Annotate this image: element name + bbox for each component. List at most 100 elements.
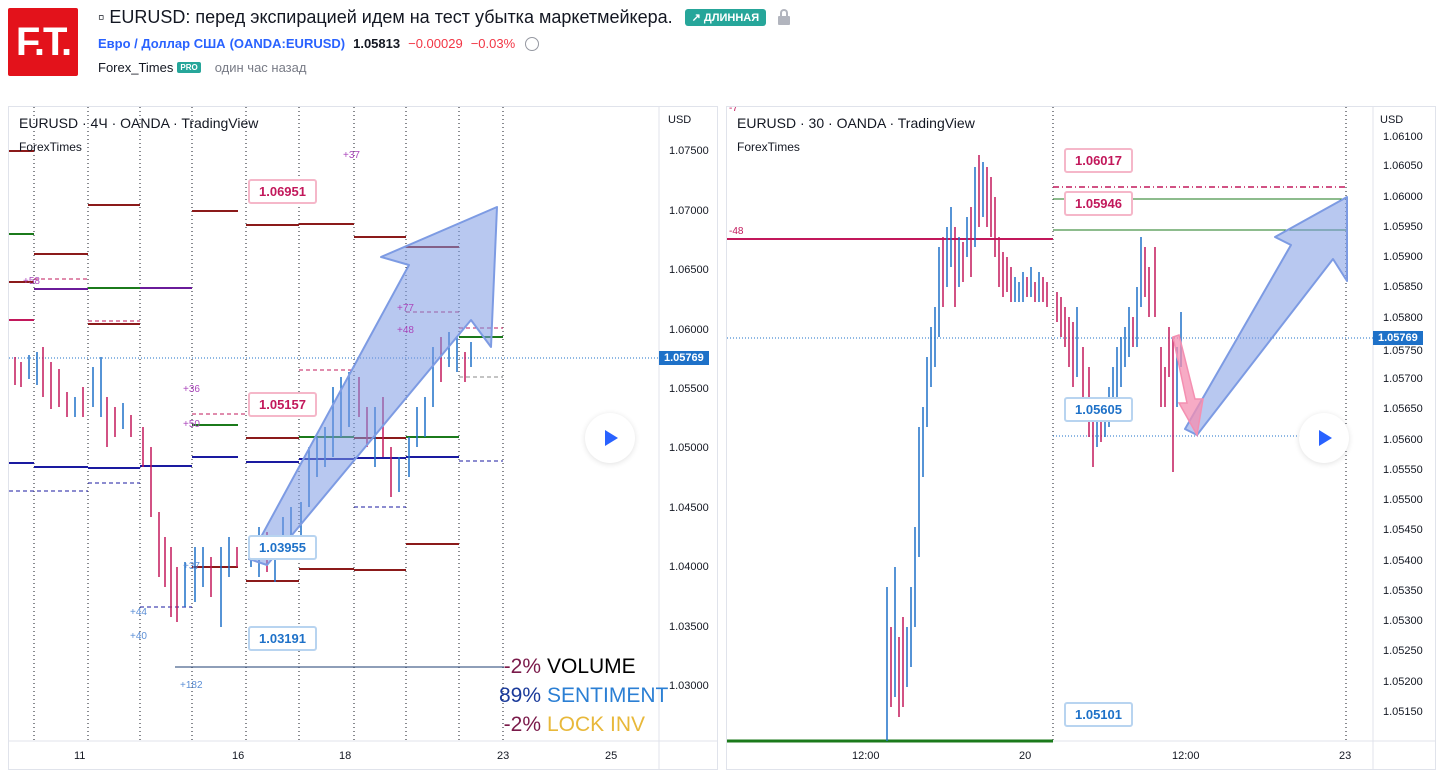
price-tick: 1.05000	[669, 442, 709, 454]
time-tick: 12:00	[1172, 750, 1200, 762]
price-callout: 1.05605	[1064, 397, 1133, 422]
level-label: +37	[183, 561, 200, 572]
price-tick: 1.05150	[1383, 706, 1423, 718]
sentiment-row: 89% SENTIMENT	[469, 681, 669, 710]
right-candles	[886, 155, 1182, 741]
price-tick: 1.03500	[669, 621, 709, 633]
price-tick: 1.05200	[1383, 676, 1423, 688]
symbol-code-link[interactable]: (OANDA:EURUSD)	[229, 36, 346, 51]
level-label: +182	[180, 680, 203, 691]
bearish-arrow-shape	[1172, 334, 1204, 438]
stats-overlay: -2% VOLUME 89% SENTIMENT -2% LOCK INV	[469, 652, 669, 739]
volume-row: -2% VOLUME	[469, 652, 669, 681]
symbol-name-link[interactable]: Евро / Доллар США	[98, 36, 226, 51]
level-label: +44	[130, 607, 147, 618]
time-tick: 11	[74, 750, 86, 762]
left-chart-legend: EURUSD · 4Ч · OANDA · TradingView	[19, 115, 259, 131]
price-callout: 1.06017	[1064, 148, 1133, 173]
price-tick: 1.05700	[1383, 373, 1423, 385]
idea-title-row: ▫ EURUSD: перед экспирацией идем на тест…	[98, 7, 791, 28]
symbol-row: Евро / Доллар США (OANDA:EURUSD) 1.05813…	[98, 36, 540, 51]
sentiment-pct: 89%	[498, 684, 541, 707]
price-tick: 1.05400	[1383, 555, 1423, 567]
level-segments	[9, 150, 503, 582]
play-button[interactable]	[585, 413, 635, 463]
volume-label: VOLUME	[547, 655, 636, 678]
left-chart-svg[interactable]	[9, 107, 718, 770]
price-tick: 1.04000	[669, 561, 709, 573]
left-chart-watermark: ForexTimes	[19, 140, 82, 154]
symbol-price: 1.05813	[353, 36, 401, 51]
price-tick: 1.06500	[669, 264, 709, 276]
price-tick: 1.06050	[1383, 160, 1423, 172]
right-chart-panel[interactable]: EURUSD · 30 · OANDA · TradingView ForexT…	[726, 106, 1436, 770]
price-callout: 1.03191	[248, 626, 317, 651]
price-tick: 1.06100	[1383, 131, 1423, 143]
level-label: +58	[23, 276, 40, 287]
price-callout: 1.05101	[1064, 702, 1133, 727]
volume-pct: -2%	[503, 655, 541, 678]
left-chart-panel[interactable]: EURUSD · 4Ч · OANDA · TradingView ForexT…	[8, 106, 718, 770]
lock-inv-pct: -2%	[503, 713, 541, 736]
price-tick: 1.05450	[1383, 524, 1423, 536]
price-tick: 1.05600	[1383, 434, 1423, 446]
price-tick: 1.05750	[1383, 345, 1423, 357]
price-tick: 1.05350	[1383, 585, 1423, 597]
ft-logo[interactable]: F.T.	[8, 8, 78, 76]
price-tick: 1.05950	[1383, 221, 1423, 233]
time-tick: 23	[1339, 750, 1352, 762]
price-tick: 1.05900	[1383, 251, 1423, 263]
time-tick: 16	[232, 750, 245, 762]
level-label: +37	[343, 150, 360, 161]
session-separators	[1052, 107, 1347, 741]
time-tick: 25	[605, 750, 618, 762]
sentiment-label: SENTIMENT	[547, 684, 669, 707]
symbol-change: −0.00029	[408, 36, 463, 51]
price-tick: 1.05800	[1383, 312, 1423, 324]
right-chart-watermark: ForexTimes	[737, 140, 800, 154]
price-callout: 1.05946	[1064, 191, 1133, 216]
price-tick: 1.05500	[1383, 494, 1423, 506]
price-callout: 1.06951	[248, 179, 317, 204]
price-tick: 1.03000	[669, 680, 709, 692]
right-price-axis[interactable]: 1.06100 1.06050 1.06000 1.05950 1.05900 …	[1373, 107, 1435, 741]
alarm-clock-icon[interactable]	[525, 36, 540, 51]
price-tick: 1.05300	[1383, 615, 1423, 627]
idea-title: ▫ EURUSD: перед экспирацией идем на тест…	[98, 7, 673, 27]
lock-icon	[778, 9, 791, 25]
level-label: -7	[729, 106, 738, 114]
left-price-axis[interactable]: 1.07500 1.07000 1.06500 1.06000 1.05500 …	[659, 107, 717, 741]
level-label: +48	[397, 325, 414, 336]
time-tick: 18	[339, 750, 352, 762]
price-tick: 1.05850	[1383, 281, 1423, 293]
current-price-tag: 1.05769	[1373, 331, 1423, 345]
price-tick: 1.07000	[669, 205, 709, 217]
price-tick: 1.06000	[1383, 191, 1423, 203]
author-row: Forex_Times PRO один час назад	[98, 60, 306, 75]
symbol-change-pct: −0.03%	[470, 36, 516, 51]
right-currency-label: USD	[1380, 114, 1404, 126]
level-label: +40	[130, 631, 147, 642]
level-label: -48	[729, 226, 744, 237]
time-tick: 12:00	[852, 750, 880, 762]
pro-badge: PRO	[177, 62, 201, 73]
time-tick: 20	[1019, 750, 1032, 762]
level-label: +36	[183, 384, 200, 395]
bullish-arrow-shape	[248, 206, 498, 566]
left-currency-label: USD	[668, 114, 692, 126]
price-tick: 1.05550	[1383, 464, 1423, 476]
price-callout: 1.05157	[248, 392, 317, 417]
right-time-axis[interactable]: 12:00 20 12:00 23	[727, 741, 1373, 769]
left-time-axis[interactable]: 11 16 18 23 25	[9, 741, 659, 769]
author-link[interactable]: Forex_Times	[98, 60, 174, 75]
lock-inv-label: LOCK INV	[547, 713, 646, 736]
long-badge: ↗ ДЛИННАЯ	[684, 9, 767, 26]
right-chart-legend: EURUSD · 30 · OANDA · TradingView	[737, 115, 975, 131]
time-tick: 23	[497, 750, 510, 762]
price-callout: 1.03955	[248, 535, 317, 560]
play-button[interactable]	[1299, 413, 1349, 463]
current-price-tag: 1.05769	[659, 351, 709, 365]
published-time: один час назад	[214, 60, 307, 75]
price-tick: 1.07500	[669, 145, 709, 157]
price-tick: 1.06000	[669, 324, 709, 336]
